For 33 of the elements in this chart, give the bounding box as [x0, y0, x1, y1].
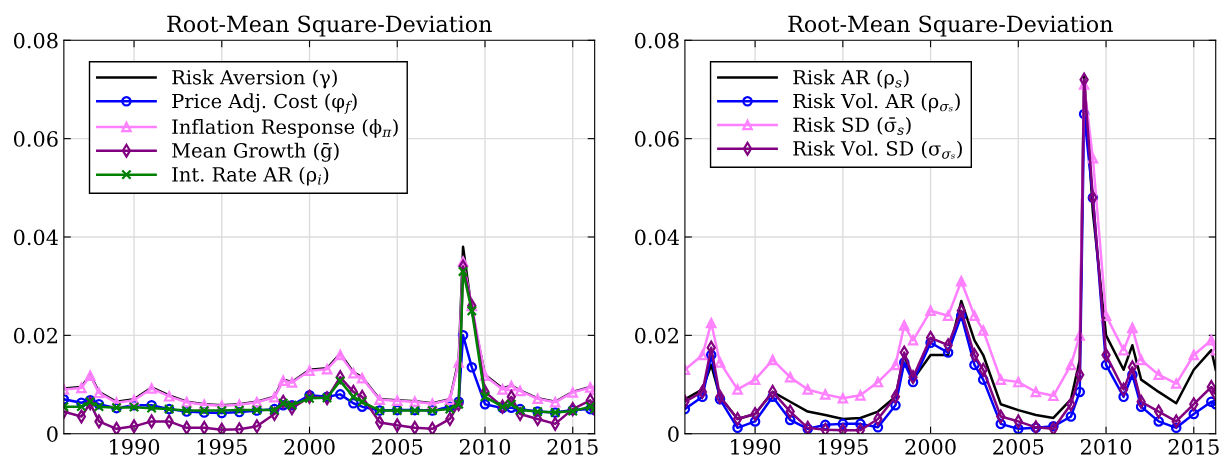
y-tick-label: 0.02	[13, 327, 57, 344]
legend-label: Int. Rate AR (ρ$_{i}$)	[172, 166, 329, 186]
y-tick-label: 0	[668, 426, 679, 442]
y-tick-label: 0.04	[13, 229, 58, 246]
x-tick-label: 2000	[284, 438, 335, 455]
x-tick-label: 1990	[731, 438, 781, 455]
y-tick-label: 0.06	[635, 131, 679, 147]
x-tick-label: 2015	[1168, 438, 1219, 455]
y-tick-label: 0	[47, 426, 58, 442]
y-tick-label: 0.04	[635, 229, 679, 246]
x-tick-label: 2010	[459, 438, 511, 455]
legend-label: Inflation Response (ϕ$_{π}$)	[172, 118, 398, 138]
legend-label: Risk AR (ρ$_{s}$)	[793, 69, 909, 89]
x-tick-label: 2005	[993, 438, 1044, 455]
legend-label: Risk Vol. SD (σ$_{σₛ}$)	[793, 140, 962, 159]
x-tick-label: 2000	[905, 438, 956, 455]
x-tick-label: 2005	[372, 438, 423, 455]
x-tick-label: 1990	[110, 438, 160, 455]
legend-label: Risk SD (σ̄$_{s}$)	[793, 117, 911, 136]
x-tick-label: 2010	[1080, 438, 1132, 455]
legend-label: Risk Vol. AR (ρ$_{σₛ}$)	[793, 93, 960, 113]
y-tick-label: 0.02	[635, 327, 678, 344]
legend-label: Price Adj. Cost (φ$_{f}$)	[172, 93, 357, 114]
x-tick-label: 2015	[547, 438, 598, 455]
y-tick-label: 0.08	[13, 32, 58, 49]
x-tick-label: 1995	[818, 438, 868, 455]
y-tick-label: 0.06	[13, 131, 58, 147]
chart-title: Root-Mean Square-Deviation	[167, 15, 492, 37]
x-tick-label: 1995	[197, 438, 247, 455]
legend-label: Mean Growth (ḡ)	[172, 142, 339, 162]
legend-label: Risk Aversion (γ)	[172, 69, 337, 89]
y-tick-label: 0.08	[635, 32, 679, 49]
chart-title: Root-Mean Square-Deviation	[788, 15, 1113, 37]
